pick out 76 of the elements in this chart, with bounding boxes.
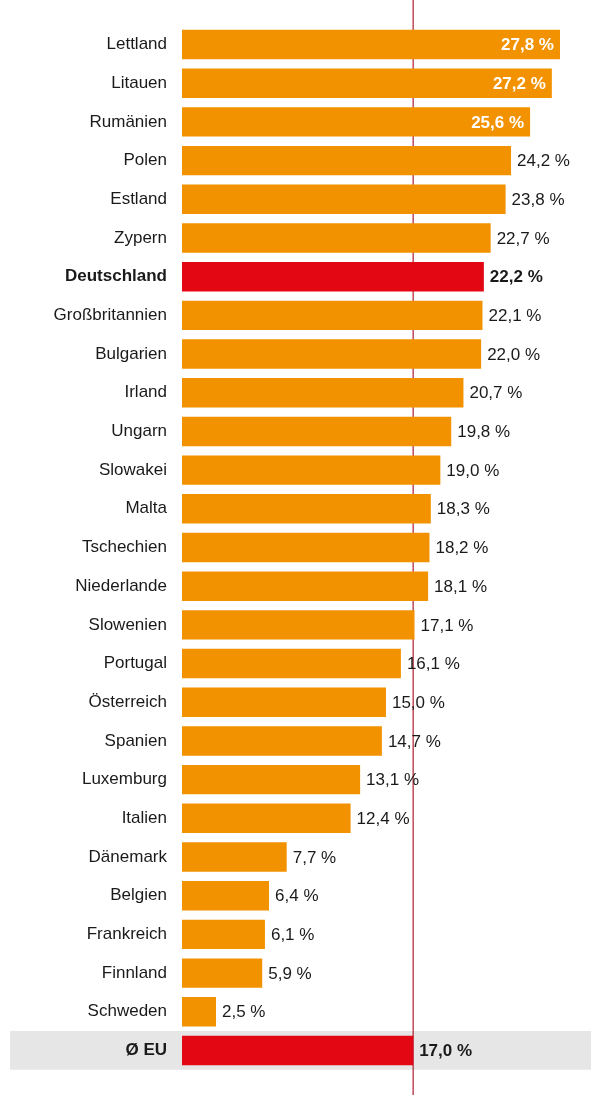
bar	[182, 997, 216, 1027]
bar	[182, 29, 560, 60]
y-tick-label: Malta	[125, 498, 168, 518]
y-tick-label: Schweden	[87, 1001, 167, 1021]
bar	[182, 881, 270, 911]
y-tick-label: Rumänien	[89, 111, 167, 131]
bar	[182, 261, 484, 292]
data-label: 17,0 %	[419, 1041, 473, 1061]
data-label: 27,2 %	[492, 73, 546, 93]
y-tick-label: Polen	[123, 150, 167, 170]
bar	[182, 300, 483, 331]
data-label: 22,0 %	[487, 344, 541, 364]
bar	[182, 842, 287, 872]
bar	[182, 610, 415, 640]
bar	[182, 223, 491, 253]
data-label: 17,1 %	[420, 615, 474, 635]
bar	[182, 107, 531, 137]
data-label: 7,7 %	[292, 847, 337, 867]
y-tick-label: Portugal	[103, 653, 167, 673]
y-tick-label: Irland	[124, 382, 167, 402]
y-tick-label: Ø EU	[125, 1040, 167, 1060]
bar	[182, 455, 441, 485]
y-tick-label: Frankreich	[86, 924, 167, 944]
bar	[182, 494, 431, 524]
y-tick-label: Lettland	[106, 34, 167, 54]
data-label: 19,8 %	[457, 422, 511, 442]
y-tick-label: Belgien	[110, 885, 167, 905]
data-label: 5,9 %	[268, 963, 312, 983]
data-label: 18,3 %	[436, 499, 490, 519]
bar	[182, 764, 361, 795]
data-label: 2,5 %	[221, 1002, 266, 1022]
bar	[182, 145, 512, 176]
bar	[182, 919, 265, 950]
bar	[182, 687, 386, 717]
data-label: 19,0 %	[446, 460, 500, 480]
y-tick-label: Bulgarien	[95, 343, 167, 363]
y-tick-label: Tschechien	[81, 537, 167, 557]
bar	[182, 803, 351, 834]
bar	[182, 416, 452, 447]
data-label: 18,2 %	[435, 538, 489, 558]
bar	[182, 726, 382, 756]
y-tick-label: Slowenien	[88, 614, 167, 634]
y-tick-label: Litauen	[111, 72, 167, 92]
y-tick-label: Dänemark	[88, 846, 168, 866]
y-tick-label: Großbritannien	[53, 305, 167, 325]
bar	[182, 339, 482, 369]
data-label: 18,1 %	[434, 576, 488, 596]
bar	[182, 378, 464, 408]
data-label: 23,8 %	[511, 189, 565, 209]
y-tick-label: Estland	[110, 188, 167, 208]
y-tick-label: Slowakei	[98, 459, 167, 479]
data-label: 22,2 %	[489, 267, 543, 287]
bar	[182, 958, 263, 988]
y-tick-label: Deutschland	[64, 266, 167, 286]
y-tick-label: Luxemburg	[81, 769, 167, 789]
bar	[182, 184, 506, 214]
data-label: 25,6 %	[471, 112, 525, 132]
y-tick-label: Zypern	[114, 227, 167, 247]
data-label: 24,2 %	[517, 151, 570, 171]
y-tick-label: Ungarn	[111, 421, 167, 441]
data-label: 22,7 %	[496, 228, 550, 248]
bar	[182, 532, 430, 563]
y-tick-label: Finnland	[101, 962, 167, 982]
y-tick-label: Spanien	[104, 730, 167, 750]
bar	[182, 68, 552, 98]
y-tick-label: Österreich	[88, 691, 167, 711]
bar	[182, 571, 429, 601]
data-label: 6,1 %	[270, 925, 315, 945]
data-label: 20,7 %	[469, 383, 523, 403]
data-label: 22,1 %	[488, 306, 542, 326]
data-label: 12,4 %	[356, 809, 410, 829]
data-label: 6,4 %	[275, 886, 319, 906]
bar	[182, 648, 401, 679]
data-label: 27,8 %	[501, 35, 554, 55]
y-tick-label: Italien	[121, 808, 167, 828]
y-tick-label: Niederlande	[75, 575, 167, 595]
